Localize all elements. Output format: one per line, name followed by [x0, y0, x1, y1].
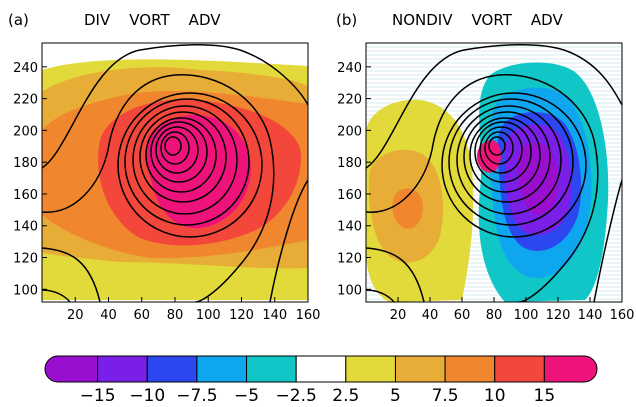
panel-a-ytick-label: 240	[13, 61, 38, 76]
panel-b-xtick-label: 120	[546, 308, 571, 323]
panel-b-ytick-label: 120	[337, 252, 362, 267]
panel-b-xtick-label: 140	[578, 308, 603, 323]
colorbar-label: 7.5	[432, 386, 459, 406]
panel-a-contours	[42, 43, 308, 302]
panel-a-ytick-label: 120	[13, 252, 38, 267]
panel-b-ytick-label: 240	[337, 61, 362, 76]
colorbar-label: 10	[484, 386, 506, 406]
panel-b-fill-pos-15	[476, 139, 502, 173]
panel-a-xtick-label: 80	[167, 308, 184, 323]
panel-a-xtick-label: 20	[67, 308, 84, 323]
panel-a-xtick-label: 140	[262, 308, 287, 323]
panel-a-title: DIV VORT ADV	[84, 11, 221, 29]
panel-b-shading	[366, 43, 622, 302]
panel-a: (a) DIV VORT ADV 20 40 60 80	[8, 11, 320, 323]
colorbar-swatch	[146, 355, 198, 383]
colorbar-swatch	[246, 355, 297, 383]
panel-b-ytick-label: 200	[337, 124, 362, 139]
panel-a-ytick-label: 160	[13, 188, 38, 203]
colorbar-label: 15	[534, 386, 556, 406]
colorbar-swatch	[196, 355, 248, 383]
panel-b-ytick-label: 100	[337, 283, 362, 298]
panel-b-contours	[366, 43, 622, 302]
panel-b-xtick-label: 60	[454, 308, 471, 323]
panel-b-ytick-label: 140	[337, 220, 362, 235]
panel-b-xtick-label: 80	[486, 308, 503, 323]
colorbar-swatch	[97, 355, 148, 383]
panel-b-ytick-label: 160	[337, 188, 362, 203]
panel-b-xtick-label: 100	[514, 308, 539, 323]
panel-a-xtick-label: 120	[229, 308, 254, 323]
panel-a-ytick-label: 200	[13, 124, 38, 139]
panel-a-xtick-label: 160	[296, 308, 321, 323]
colorbar-label: −5	[234, 386, 259, 406]
panel-a-axes: 20 40 60 80 100 120 140 160 100 120 140 160 180 200 22…	[13, 61, 320, 323]
panel-b-xtick-label: 20	[390, 308, 407, 323]
panel-b-xtick-label: 40	[422, 308, 439, 323]
panel-b-label: (b)	[336, 11, 357, 29]
panel-b-xtick-label: 160	[610, 308, 635, 323]
colorbar-label: −15	[80, 386, 116, 406]
panel-a-xtick-label: 100	[196, 308, 221, 323]
panel-a-xtick-label: 60	[133, 308, 150, 323]
colorbar-swatch	[543, 355, 598, 383]
colorbar-label: −10	[129, 386, 165, 406]
panel-a-ytick-label: 140	[13, 220, 38, 235]
colorbar: −15 −10 −7.5 −5 −2.5 2.5 5 7.5 10 15	[44, 355, 598, 406]
panel-b-axes: 20 40 60 80 100 120 140 160 100 120 140 160 180 200 22…	[337, 61, 634, 323]
colorbar-swatch	[345, 355, 396, 383]
colorbar-swatch	[295, 355, 347, 383]
panel-a-xtick-label: 40	[100, 308, 117, 323]
panel-a-ytick-label: 100	[13, 283, 38, 298]
colorbar-swatch	[394, 355, 446, 383]
colorbar-swatch	[44, 355, 99, 383]
panel-b-fill-pos-7p5	[392, 188, 423, 229]
panel-a-label: (a)	[8, 11, 29, 29]
panel-b-ytick-label: 220	[337, 93, 362, 108]
colorbar-swatch	[494, 355, 545, 383]
panel-a-ytick-label: 180	[13, 156, 38, 171]
colorbar-label: 2.5	[332, 386, 359, 406]
colorbar-label: −2.5	[276, 386, 317, 406]
panel-a-ytick-label: 220	[13, 93, 38, 108]
colorbar-label: −7.5	[176, 386, 217, 406]
colorbar-swatch	[444, 355, 496, 383]
panel-b-ytick-label: 180	[337, 156, 362, 171]
colorbar-label: 5	[390, 386, 401, 406]
panel-b: (b) NONDIV VORT ADV	[336, 11, 634, 323]
panel-b-title: NONDIV VORT ADV	[392, 11, 563, 29]
